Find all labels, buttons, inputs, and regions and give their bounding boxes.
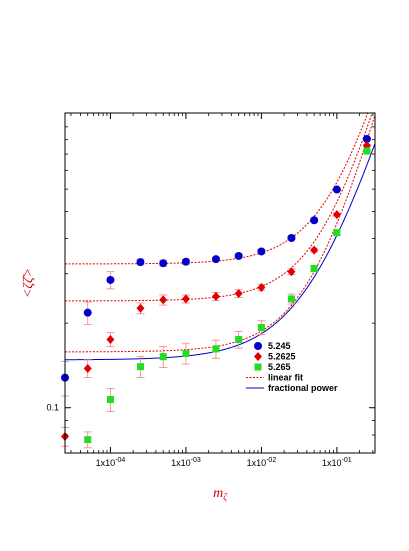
data-point-square [182, 349, 190, 357]
plot-frame [64, 112, 376, 454]
data-point-diamond [287, 267, 296, 277]
data-point-diamond [181, 294, 190, 304]
data-point-square [363, 147, 371, 155]
x-tick-label: 1x10-02 [247, 457, 277, 468]
data-point-circle [332, 185, 341, 194]
data-point-diamond [83, 363, 92, 373]
y-axis-title: <ζζ̄> [21, 268, 36, 298]
data-point-square [106, 395, 114, 403]
x-tick-label-base: 1x10 [171, 458, 191, 468]
legend-label: 5.2625 [268, 352, 296, 362]
data-point-circle [257, 247, 266, 256]
fractional-power-curve [65, 143, 376, 361]
data-point-diamond [211, 291, 220, 301]
data-point-diamond [332, 210, 341, 220]
data-point-diamond [159, 295, 168, 305]
legend-label: fractional power [268, 383, 338, 393]
axis-ticks: 1x10-04 1x10-03 1x10-02 1x10-010.1 [46, 113, 375, 468]
data-point-circle [287, 234, 296, 243]
data-point-square [333, 229, 341, 237]
x-axis-title-sub: ζ [223, 492, 228, 502]
data-point-square [310, 265, 318, 273]
data-point-circle [136, 258, 145, 267]
x-tick-label-base: 1x10 [322, 458, 342, 468]
x-tick-label-exp: -03 [191, 457, 201, 464]
legend-label: 5.265 [268, 362, 291, 372]
x-tick-label-exp: -04 [115, 457, 125, 464]
legend-swatch-circle [254, 342, 262, 350]
data-point-diamond [234, 289, 243, 299]
data-point-circle [362, 135, 371, 144]
linear-fit-curve [65, 114, 376, 353]
x-tick-label-base: 1x10 [247, 458, 267, 468]
x-tick-label-exp: -01 [342, 457, 352, 464]
legend-label: 5.245 [268, 341, 291, 351]
data-point-square [235, 335, 243, 343]
x-tick-label: 1x10-01 [322, 457, 352, 468]
data-point-square [212, 345, 220, 353]
data-point-circle [310, 216, 319, 225]
data-point-square [287, 295, 295, 303]
data-point-circle [211, 255, 220, 264]
data-point-square [257, 324, 265, 332]
data-point-circle [234, 251, 243, 260]
y-tick-label: 0.1 [46, 403, 59, 413]
x-axis-title: mζ [213, 486, 228, 502]
linear-fit-curve [65, 112, 369, 265]
data-point-diamond [106, 334, 115, 344]
data-markers [61, 135, 371, 444]
linear-fit-curve [65, 112, 373, 302]
data-point-circle [83, 308, 92, 317]
data-point-circle [159, 259, 168, 268]
data-point-square [84, 436, 92, 444]
data-point-square [159, 353, 167, 361]
data-point-circle [106, 275, 115, 284]
data-point-circle [181, 257, 190, 266]
data-point-diamond [310, 245, 319, 255]
legend-swatch-diamond [254, 352, 262, 361]
data-point-diamond [257, 282, 266, 292]
legend-swatch-square [254, 363, 262, 371]
legend-label: linear fit [268, 373, 303, 383]
x-tick-label-base: 1x10 [96, 458, 116, 468]
x-tick-label-exp: -02 [266, 457, 276, 464]
x-tick-label: 1x10-03 [171, 457, 201, 468]
data-point-diamond [136, 303, 145, 313]
data-point-square [136, 363, 144, 371]
fit-curves [65, 112, 376, 361]
x-tick-label: 1x10-04 [96, 457, 126, 468]
x-axis-title-main: m [213, 486, 223, 501]
